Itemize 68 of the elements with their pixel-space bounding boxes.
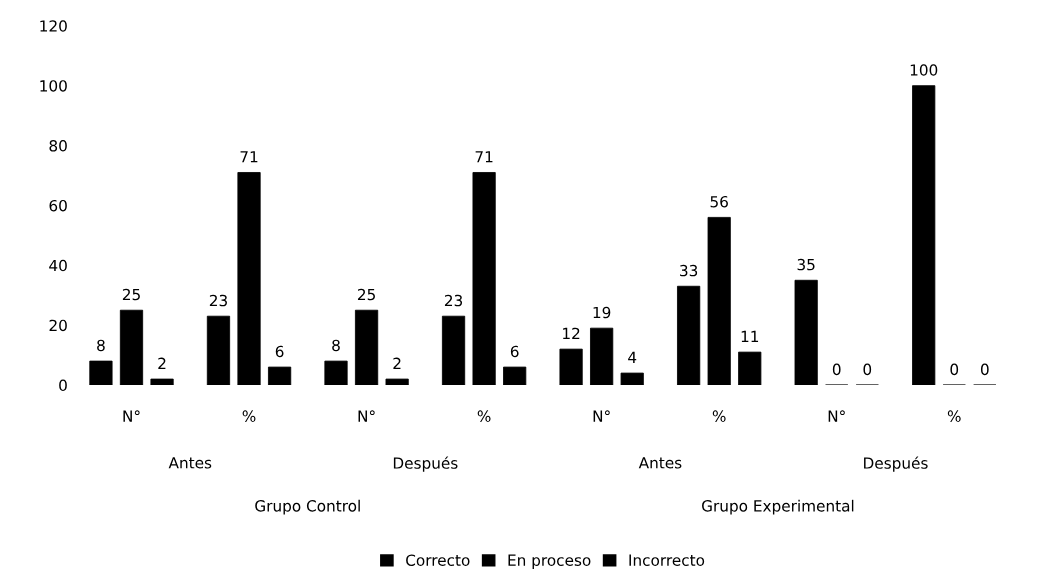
- text: Antes: [168, 457, 212, 469]
- data-label: 4: [628, 351, 637, 363]
- data-label: 71: [240, 151, 258, 163]
- x-tick-label: %: [242, 410, 256, 422]
- data-label: 0: [863, 363, 872, 376]
- y-tick-label: 0: [59, 379, 67, 392]
- x-tick-label: %: [477, 410, 491, 422]
- bar: [119, 309, 144, 386]
- data-label: 8: [332, 339, 340, 352]
- bar: [472, 172, 496, 386]
- data-label: 11: [741, 330, 759, 342]
- y-tick-label: 100: [40, 80, 67, 92]
- legend-label: Correcto: [406, 554, 470, 566]
- bar: [620, 372, 644, 386]
- y-tick-label: 40: [49, 259, 67, 272]
- data-label: 0: [950, 363, 959, 376]
- data-label: 19: [593, 306, 611, 319]
- data-label: 23: [444, 294, 463, 307]
- data-label: 35: [797, 258, 815, 271]
- y-tick-label: 80: [49, 140, 67, 152]
- y-tick-label: 20: [49, 319, 67, 332]
- bar: [441, 315, 466, 386]
- data-label: 100: [910, 64, 938, 76]
- data-label: 33: [680, 264, 698, 277]
- data-label: 6: [275, 345, 284, 358]
- legend-label: Incorrecto: [629, 554, 705, 566]
- data-label: 23: [209, 294, 227, 307]
- data-label: 56: [710, 195, 728, 208]
- x-tick-label: N°: [123, 410, 140, 422]
- legend-label: En proceso: [508, 554, 591, 569]
- x-tick-label: %: [947, 410, 961, 422]
- bar: [206, 315, 231, 386]
- x-tick-label: N°: [593, 410, 610, 422]
- data-label: 2: [158, 357, 166, 369]
- bar: [707, 216, 731, 386]
- bar: [677, 285, 701, 386]
- x-tick-label: N°: [358, 410, 375, 422]
- data-label: 2: [393, 357, 401, 369]
- bar: [559, 348, 583, 386]
- bar: [324, 360, 348, 386]
- bar: [738, 351, 762, 386]
- data-label: 25: [357, 288, 375, 301]
- text: Después: [864, 456, 928, 472]
- bar: [150, 378, 174, 386]
- bar: [268, 366, 292, 386]
- text: Grupo Experimental: [702, 499, 854, 515]
- text: Antes: [638, 457, 682, 469]
- bar: [237, 172, 261, 386]
- data-label: 25: [122, 288, 140, 301]
- data-label: 6: [510, 345, 519, 358]
- y-tick-label: 60: [49, 199, 67, 212]
- x-tick-label: %: [712, 410, 726, 422]
- bar: [794, 279, 818, 386]
- data-label: 8: [97, 339, 105, 352]
- bar: [354, 309, 379, 386]
- data-label: 71: [475, 151, 493, 163]
- data-label: 0: [832, 363, 841, 376]
- text: Después: [393, 456, 458, 472]
- bar: [385, 378, 409, 386]
- text: Grupo Control: [255, 499, 360, 515]
- x-tick-label: N°: [828, 410, 845, 422]
- bar: [590, 327, 614, 386]
- bar: [89, 360, 113, 386]
- data-label: 12: [563, 327, 580, 340]
- y-tick-label: 120: [40, 20, 67, 32]
- data-label: 0: [980, 363, 989, 376]
- bar: [503, 366, 527, 386]
- bar: [912, 85, 936, 386]
